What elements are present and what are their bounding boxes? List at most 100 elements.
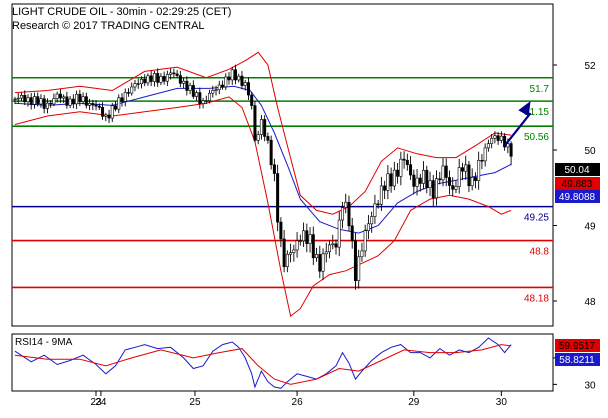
candle-body [460,167,464,172]
rsi-tick-label: 30 [584,380,596,391]
candle-body [509,143,513,157]
candle-body [55,93,59,99]
candle-body [305,230,309,244]
candle-body [353,240,357,281]
level-label-3: 49.25 [524,213,549,224]
candle-body [88,103,92,106]
candle-body [13,98,17,101]
candle-body [412,174,416,187]
candle-body [201,100,205,104]
candle-body [259,119,263,135]
candle-body [428,180,432,189]
candle-body [447,177,451,186]
time-tick-label: 23 [90,397,102,408]
candle-body [295,240,299,251]
candle-body [289,252,293,255]
candle-body [331,243,335,246]
candle-body [402,158,406,161]
candle-body [499,135,503,141]
candle-body [483,147,487,162]
candle-body [493,135,497,139]
candle-body [204,100,208,102]
forecast-arrow [503,112,532,147]
candle-body [344,201,348,208]
candle-body [457,167,461,187]
candle-body [422,169,426,184]
candle-body [71,98,75,105]
candle-body [191,85,195,97]
candle-body [389,173,393,187]
level-label-5: 48.18 [524,293,549,304]
bollinger-lower [14,96,512,317]
candle-body [227,76,231,81]
candle-body [97,105,101,108]
candle-body [81,96,85,102]
candle-body [308,234,312,244]
candle-body [486,143,490,149]
candle-body [19,94,23,99]
chart-subtitle: Research © 2017 TRADING CENTRAL [12,20,205,32]
candle-body [409,164,413,176]
candle-body [156,73,160,83]
candle-body [49,102,53,105]
candle-body [107,114,111,119]
candle-body [282,238,286,268]
candle-body [233,69,237,81]
candle-body [185,80,189,91]
candle-body [321,253,325,272]
time-tick-label: 26 [292,397,304,408]
candle-body [65,96,69,106]
candle-body [240,75,244,86]
price-tick-label: 48 [584,297,596,308]
candle-body [263,119,267,137]
candle-body [39,98,43,105]
candle-body [256,134,260,141]
price-tick-label: 50 [584,146,596,157]
candle-body [350,225,354,241]
candle-body [246,82,250,96]
candle-body [311,234,315,259]
rsi-badge-label: 58.8211 [559,355,595,366]
candle-body [91,103,95,106]
candle-body [477,160,481,181]
time-tick-label: 30 [496,397,508,408]
candle-body [237,75,241,81]
price-tick-label: 52 [584,61,596,72]
rsi-title: RSI14 - 9MA [15,337,73,348]
candle-body [438,178,442,181]
candle-body [451,185,455,190]
candle-body [224,76,228,88]
candle-body [143,78,147,84]
candle-body [302,230,306,242]
candle-body [172,72,176,75]
candle-body [114,105,118,110]
candle-body [366,223,370,231]
candle-body [431,180,435,199]
candle-body [29,97,33,105]
candle-body [464,164,468,172]
candle-body [120,97,124,102]
price-badge-label: 50.04 [564,165,589,176]
candle-body [360,250,364,258]
time-tick-label: 29 [408,397,420,408]
candle-body [298,240,302,242]
candle-body [340,207,344,221]
candle-body [146,75,150,84]
candle-body [159,76,163,83]
candle-body [52,98,56,105]
candle-body [376,203,380,205]
candle-body [496,135,500,141]
candle-body [162,76,166,82]
candle-body [101,107,105,117]
candle-body [126,92,130,94]
candle-body [292,249,296,253]
candle-body [399,158,403,177]
rsi-badge [555,353,600,366]
candle-body [208,92,212,101]
candle-body [75,93,79,105]
candle-body [324,251,328,255]
price-badge-label: 49.8088 [559,192,596,203]
candle-body [23,94,27,103]
candle-body [266,136,270,141]
